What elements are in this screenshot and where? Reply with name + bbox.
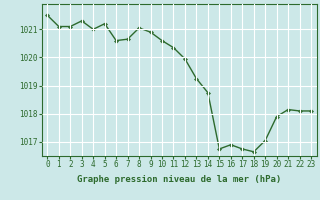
X-axis label: Graphe pression niveau de la mer (hPa): Graphe pression niveau de la mer (hPa) [77,175,281,184]
